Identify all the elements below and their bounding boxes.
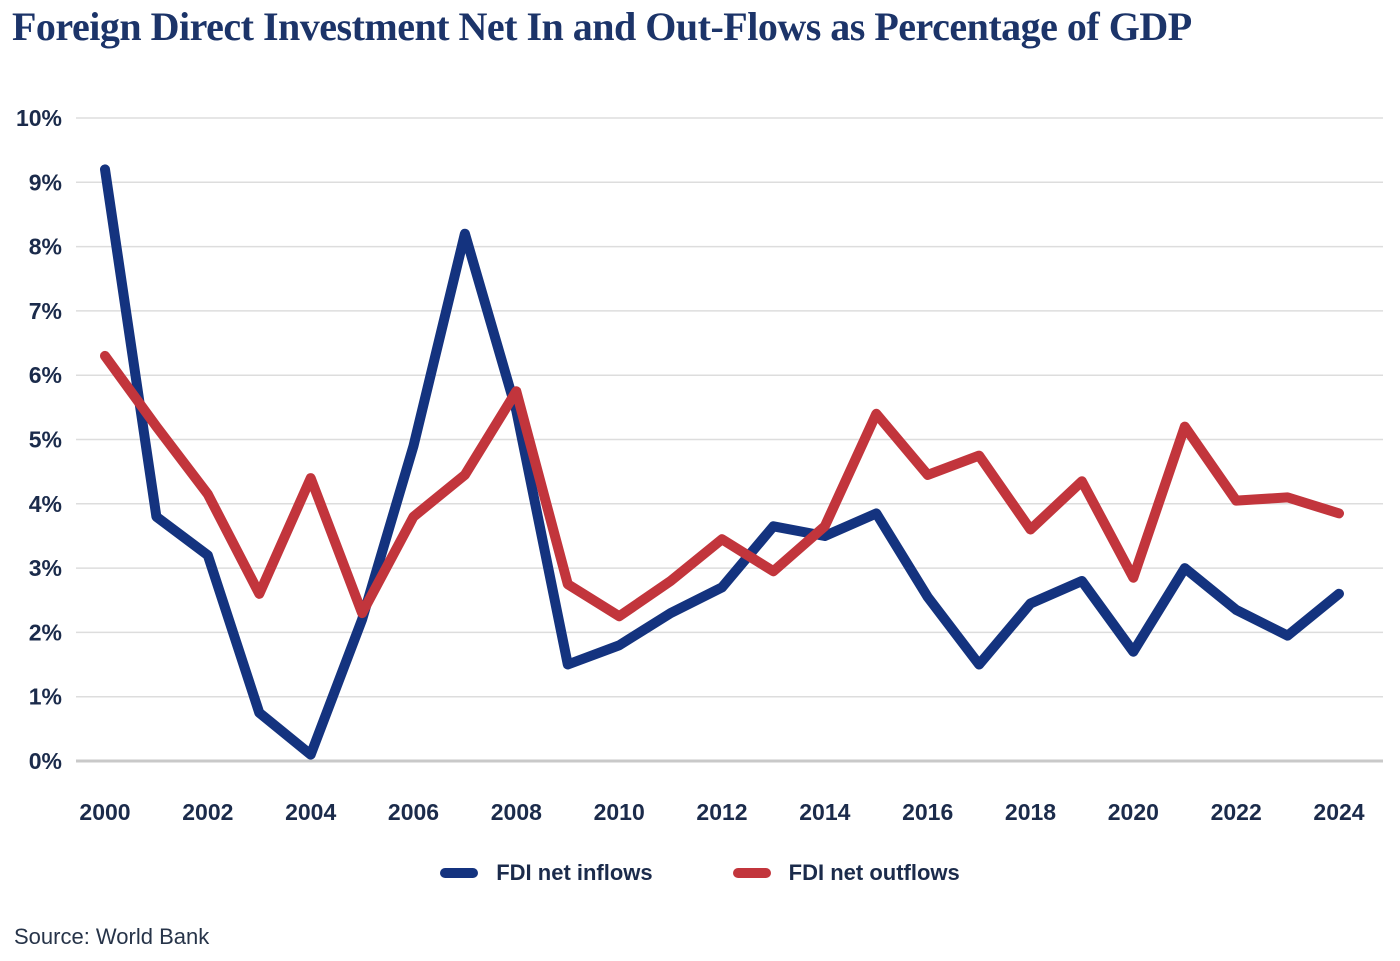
x-tick-label: 2022 [1211, 799, 1262, 825]
outflows-series-line [100, 350, 1344, 622]
legend-label-inflows: FDI net inflows [496, 860, 653, 885]
x-tick-label: 2000 [79, 799, 130, 825]
y-tick-label: 7% [29, 298, 62, 324]
x-tick-label: 2006 [388, 799, 439, 825]
x-tick-label: 2002 [182, 799, 233, 825]
source-note: Source: World Bank [14, 924, 210, 949]
y-tick-label: 10% [16, 105, 62, 131]
inflows-line-swatch-icon [440, 868, 479, 878]
chart-title: Foreign Direct Investment Net In and Out… [12, 4, 1192, 49]
x-tick-label: 2004 [285, 799, 336, 825]
x-tick-label: 2008 [491, 799, 542, 825]
y-tick-label: 4% [29, 491, 62, 517]
y-tick-label: 0% [29, 748, 62, 774]
y-tick-label: 6% [29, 362, 62, 388]
x-tick-label: 2020 [1108, 799, 1159, 825]
legend-item-inflows: FDI net inflows [440, 860, 653, 886]
x-tick-label: 2024 [1313, 799, 1364, 825]
outflows-line-swatch-icon [732, 868, 771, 878]
y-tick-label: 1% [29, 684, 62, 710]
x-tick-label: 2018 [1005, 799, 1056, 825]
inflows-series-line [100, 164, 1344, 760]
x-tick-label: 2016 [902, 799, 953, 825]
y-tick-label: 5% [29, 427, 62, 453]
y-tick-label: 8% [29, 234, 62, 260]
x-tick-label: 2010 [594, 799, 645, 825]
legend-label-outflows: FDI net outflows [788, 860, 960, 885]
legend-item-outflows: FDI net outflows [732, 860, 960, 886]
x-tick-label: 2014 [799, 799, 850, 825]
fdi-line-chart: 0% 1% 2% 3% 4% 5% 6% 7% 8% 9% 10% 2000 2002 2004 2006 2… [16, 105, 1383, 825]
y-tick-label: 3% [29, 555, 62, 581]
x-tick-label: 2012 [696, 799, 747, 825]
chart-legend: FDI net inflows FDI net outflows [0, 860, 1400, 886]
y-tick-label: 2% [29, 619, 62, 645]
y-tick-label: 9% [29, 169, 62, 195]
